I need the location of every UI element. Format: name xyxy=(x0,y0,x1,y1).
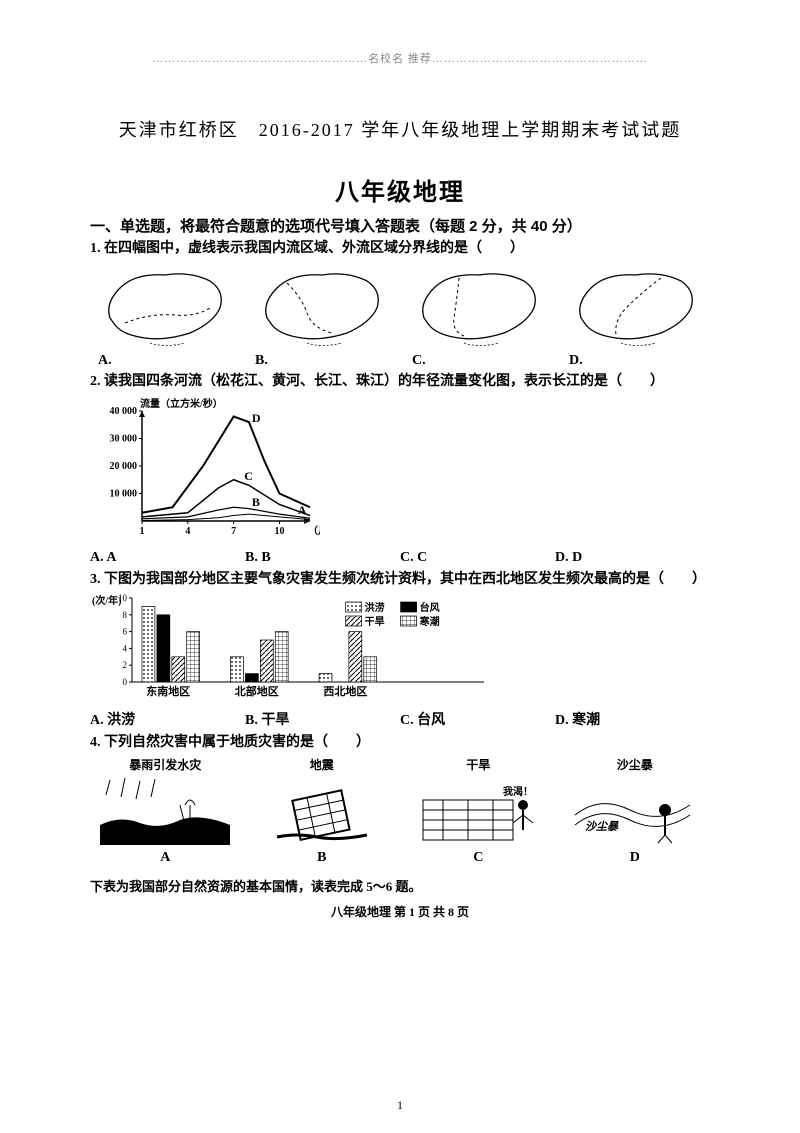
svg-text:10 000: 10 000 xyxy=(110,489,138,500)
page: ………………………………………………名校名 推荐…………………………………………… xyxy=(0,0,800,1133)
q4-text: 4. 下列自然灾害中属于地质灾害的是（ ） xyxy=(90,733,710,753)
svg-text:台风: 台风 xyxy=(420,601,440,614)
footer-note: 下表为我国部分自然资源的基本国情，读表完成 5～6 题。 xyxy=(90,876,710,895)
q3-options: A. 洪涝 B. 干旱 C. 台风 D. 寒潮 xyxy=(90,709,710,729)
svg-text:我渴！: 我渴！ xyxy=(503,785,533,798)
q2-options: A. A B. B C. C D. D xyxy=(90,550,710,566)
q4-opt-d: D xyxy=(560,850,711,866)
svg-text:干旱: 干旱 xyxy=(365,616,385,628)
q2-text: 2. 读我国四条河流（松花江、黄河、长江、珠江）的年径流量变化图，表示长江的是（… xyxy=(90,372,710,392)
svg-text:40 000: 40 000 xyxy=(110,406,138,417)
q2-opt-c: C. C xyxy=(400,550,555,566)
svg-text:寒潮: 寒潮 xyxy=(419,615,440,628)
svg-text:北部地区: 北部地区 xyxy=(235,684,279,698)
svg-text:0: 0 xyxy=(123,677,128,687)
q3-opt-b: B. 干旱 xyxy=(245,709,400,729)
svg-text:洪涝: 洪涝 xyxy=(365,601,385,614)
q2-opt-d: D. D xyxy=(555,550,710,566)
svg-text:30 000: 30 000 xyxy=(110,434,138,445)
svg-text:A: A xyxy=(298,503,307,517)
q3-opt-c: C. 台风 xyxy=(400,709,555,729)
q4-opt-c: C xyxy=(403,850,554,866)
svg-text:西北地区: 西北地区 xyxy=(323,684,367,698)
q1-maps: A. B. C. D. xyxy=(90,263,710,369)
svg-text:(次/年): (次/年) xyxy=(92,594,121,607)
svg-text:7: 7 xyxy=(231,526,236,537)
svg-text:B: B xyxy=(252,495,260,509)
q4-images: 暴雨引发水灾 A 地震 xyxy=(90,756,710,866)
svg-text:1: 1 xyxy=(140,526,145,537)
svg-text:D: D xyxy=(252,411,261,425)
svg-text:（月）: （月） xyxy=(308,524,320,537)
exam-title: 八年级地理 xyxy=(90,172,710,207)
q3-opt-d: D. 寒潮 xyxy=(555,709,710,729)
q2-opt-b: B. B xyxy=(245,550,400,566)
q1-map-d: D. xyxy=(561,263,710,369)
q4-img-a: 暴雨引发水灾 A xyxy=(90,756,241,866)
svg-text:东南地区: 东南地区 xyxy=(146,684,190,698)
q4-opt-a: A xyxy=(90,850,241,866)
svg-text:4: 4 xyxy=(185,526,190,537)
page-marker: 八年级地理 第 1 页 共 8 页 xyxy=(90,903,710,920)
svg-text:6: 6 xyxy=(123,626,128,636)
svg-text:8: 8 xyxy=(123,610,128,620)
q3-chart: 0246810(次/年)东南地区北部地区西北地区洪涝台风干旱寒潮 xyxy=(90,592,710,707)
q4-cap-b: 地震 xyxy=(247,756,398,773)
svg-text:2: 2 xyxy=(123,660,128,670)
svg-text:沙尘暴: 沙尘暴 xyxy=(585,820,619,833)
q4-img-c: 干旱 我渴！ C xyxy=(403,756,554,866)
q3-text: 3. 下图为我国部分地区主要气象灾害发生频次统计资料，其中在西北地区发生频次最高… xyxy=(90,570,710,590)
svg-text:10: 10 xyxy=(274,526,284,537)
q1-opt-d: D. xyxy=(561,353,710,369)
section-heading: 一、单选题，将最符合题意的选项代号填入答题表（每题 2 分，共 40 分） xyxy=(90,215,710,236)
q1-map-a: A. xyxy=(90,263,239,369)
q4-img-b: 地震 B xyxy=(247,756,398,866)
page-number: 1 xyxy=(0,1098,800,1113)
q1-opt-a: A. xyxy=(90,353,239,369)
svg-text:C: C xyxy=(244,469,253,483)
q1-map-b: B. xyxy=(247,263,396,369)
q1-text: 1. 在四幅图中，虚线表示我国内流区域、外流区域分界线的是（ ） xyxy=(90,239,710,259)
q1-opt-c: C. xyxy=(404,353,553,369)
q4-img-d: 沙尘暴 沙尘暴 D xyxy=(560,756,711,866)
q1-map-c: C. xyxy=(404,263,553,369)
svg-text:流量（立方米/秒）: 流量（立方米/秒） xyxy=(140,397,223,410)
q4-cap-d: 沙尘暴 xyxy=(560,756,711,773)
q2-chart: 10 000 20 000 30 000 40 000 1 4 7 10 （月） 流量（立方米/秒… xyxy=(90,393,710,548)
svg-text:4: 4 xyxy=(123,643,128,653)
q4-cap-a: 暴雨引发水灾 xyxy=(90,756,241,773)
q1-opt-b: B. xyxy=(247,353,396,369)
header-banner: ………………………………………………名校名 推荐…………………………………………… xyxy=(90,50,710,66)
q4-cap-c: 干旱 xyxy=(403,756,554,773)
svg-text:20 000: 20 000 xyxy=(110,461,138,472)
q2-opt-a: A. A xyxy=(90,550,245,566)
q3-opt-a: A. 洪涝 xyxy=(90,709,245,729)
q4-opt-b: B xyxy=(247,850,398,866)
doc-title: 天津市红桥区 2016-2017 学年八年级地理上学期期末考试试题 xyxy=(90,116,710,142)
